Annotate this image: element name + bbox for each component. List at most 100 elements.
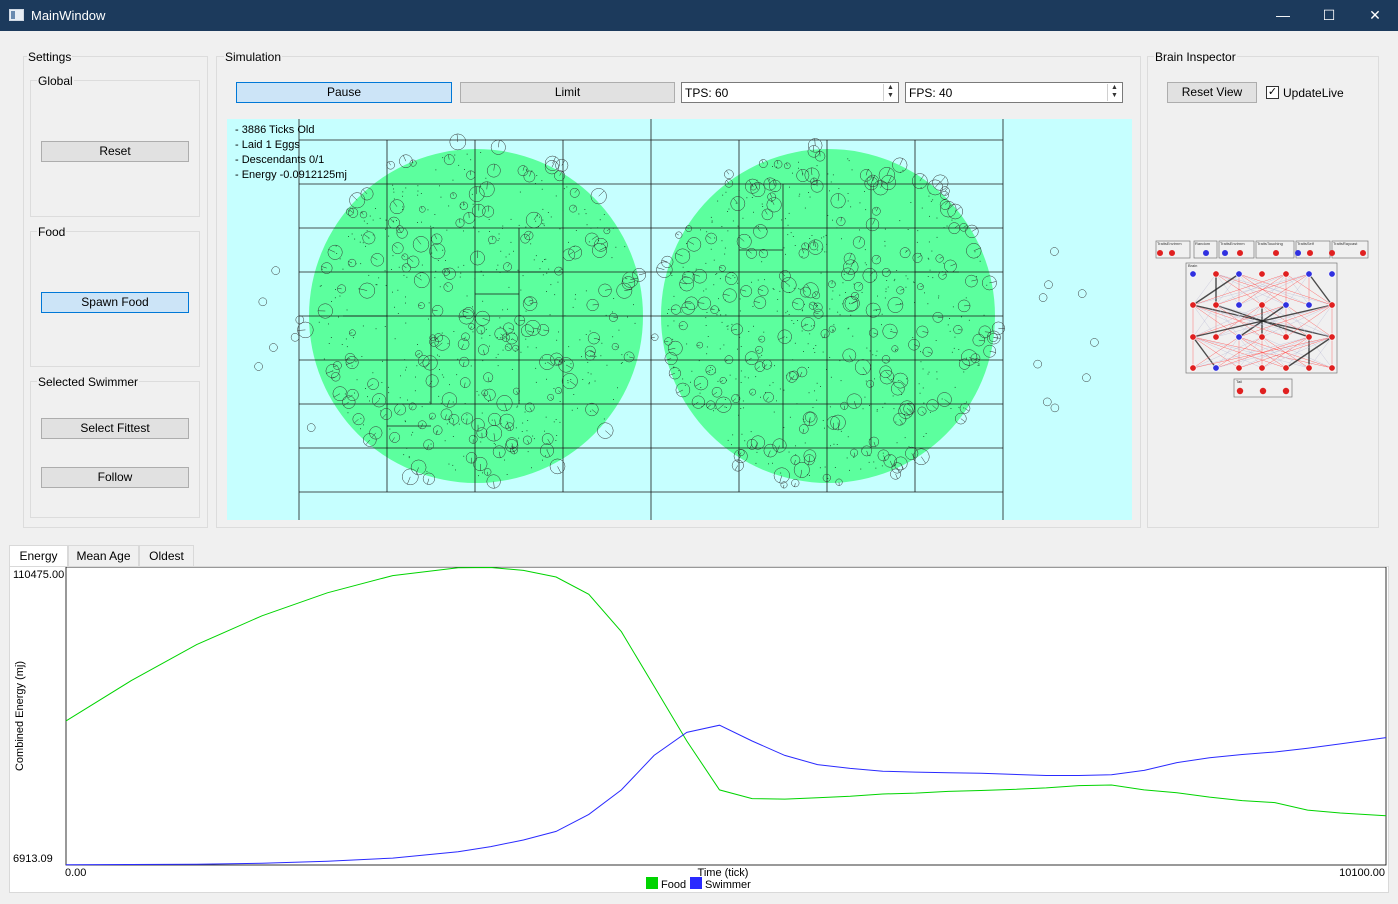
- swimmer-particle: [541, 433, 554, 445]
- brain-connection: [1238, 336, 1333, 369]
- swimmer-heading: [402, 155, 407, 162]
- swimmer-particle: [892, 157, 908, 173]
- food-particle: [530, 243, 532, 245]
- fps-spinbox[interactable]: FPS: 40 ▲ ▼: [905, 82, 1123, 103]
- food-particle: [831, 298, 833, 300]
- food-particle: [598, 339, 600, 340]
- food-particle: [626, 354, 628, 356]
- tps-down-icon[interactable]: ▼: [887, 92, 894, 99]
- food-particle: [822, 351, 824, 353]
- food-particle: [366, 223, 368, 225]
- food-particle: [885, 291, 887, 293]
- brain-connection: [1215, 273, 1240, 306]
- brain-graph[interactable]: TraitsEnvirnm Random TraitsEnvirnm TraitsTo…: [1150, 236, 1372, 402]
- swimmer-heading: [720, 380, 724, 383]
- swimmer-heading: [345, 358, 351, 361]
- swimmer-particle: [715, 396, 732, 413]
- swimmer-heading: [794, 459, 796, 465]
- food-particle: [472, 306, 473, 308]
- food-particle: [359, 241, 361, 243]
- swimmer-particle: [668, 367, 681, 380]
- reset-button[interactable]: Reset: [41, 141, 189, 162]
- food-particle: [841, 238, 842, 240]
- food-particle: [328, 343, 330, 344]
- energy-chart[interactable]: 110475.00 6913.09 0.00 10100.00 Time (ti…: [10, 567, 1390, 894]
- update-live-checkbox[interactable]: ✓: [1266, 86, 1279, 99]
- swimmer-heading: [402, 265, 407, 269]
- food-particle: [611, 257, 613, 259]
- swimmer-heading: [448, 154, 450, 160]
- tab-energy[interactable]: Energy: [9, 545, 68, 568]
- food-particle: [890, 379, 892, 381]
- maximize-button[interactable]: ☐: [1322, 7, 1336, 23]
- food-particle: [480, 186, 482, 187]
- food-particle: [807, 343, 809, 345]
- reset-view-button[interactable]: Reset View: [1167, 82, 1257, 103]
- food-particle: [541, 188, 543, 190]
- brain-connection: [1285, 273, 1310, 306]
- swimmer-heading: [873, 309, 881, 311]
- brain-neuron: [1189, 301, 1197, 309]
- simulation-canvas[interactable]: - 3886 Ticks Old - Laid 1 Eggs - Descend…: [227, 119, 1132, 520]
- food-particle: [321, 268, 323, 270]
- food-particle: [786, 336, 788, 338]
- swimmer-heading: [452, 192, 454, 196]
- food-particle: [405, 296, 406, 298]
- swimmer-heading: [745, 357, 752, 362]
- swimmer-heading: [528, 299, 533, 302]
- food-particle: [952, 306, 954, 308]
- food-particle: [667, 325, 669, 327]
- spawn-food-button[interactable]: Spawn Food: [41, 292, 189, 313]
- fps-up-icon[interactable]: ▲: [1111, 84, 1118, 91]
- food-particle: [816, 165, 818, 167]
- food-particle: [731, 444, 732, 446]
- swimmer-heading: [747, 249, 752, 254]
- select-fittest-button[interactable]: Select Fittest: [41, 418, 189, 439]
- swimmer-particle: [505, 439, 519, 453]
- fps-down-icon[interactable]: ▼: [1111, 92, 1118, 99]
- food-particle: [829, 190, 830, 192]
- food-particle: [460, 315, 462, 317]
- pause-button[interactable]: Pause: [236, 82, 452, 103]
- swimmer-heading: [415, 275, 422, 281]
- brain-neuron: [1189, 270, 1197, 278]
- food-particle: [351, 365, 353, 367]
- tab-mean-age[interactable]: Mean Age: [68, 545, 139, 567]
- tps-up-icon[interactable]: ▲: [887, 84, 894, 91]
- legend-swimmer-label: Swimmer: [705, 879, 751, 891]
- swimmer-heading: [755, 225, 761, 232]
- swimmer-particle: [603, 227, 611, 235]
- swimmer-heading: [551, 160, 556, 168]
- follow-button[interactable]: Follow: [41, 467, 189, 488]
- swimmer-particle: [443, 282, 453, 292]
- swimmer-heading: [333, 393, 341, 398]
- food-particle: [946, 225, 948, 227]
- swimmer-heading: [850, 300, 858, 305]
- minimize-button[interactable]: —: [1276, 7, 1290, 23]
- food-particle: [811, 235, 813, 236]
- close-button[interactable]: ✕: [1369, 7, 1381, 23]
- tps-spinbox[interactable]: TPS: 60 ▲ ▼: [681, 82, 899, 103]
- swimmer-particle: [916, 325, 929, 338]
- food-particle: [713, 410, 714, 412]
- food-particle: [808, 367, 809, 368]
- swimmer-heading: [389, 218, 395, 223]
- food-particle: [319, 285, 321, 287]
- food-particle: [715, 274, 717, 275]
- food-particle: [698, 360, 700, 362]
- swimmer-particle: [399, 154, 413, 168]
- swimmer-particle: [418, 302, 425, 309]
- food-particle: [762, 206, 764, 207]
- swimmer-particle: [415, 350, 423, 358]
- food-particle: [917, 230, 919, 232]
- swimmer-particle: [419, 206, 426, 213]
- swimmer-heading: [393, 244, 398, 249]
- swimmer-particle: [675, 231, 683, 239]
- swimmer-particle: [504, 343, 513, 351]
- limit-button[interactable]: Limit: [460, 82, 675, 103]
- food-particle: [876, 410, 878, 412]
- food-particle: [542, 219, 544, 221]
- brain-connection: [1192, 336, 1287, 369]
- swimmer-heading: [347, 209, 351, 212]
- tab-oldest[interactable]: Oldest: [139, 545, 194, 567]
